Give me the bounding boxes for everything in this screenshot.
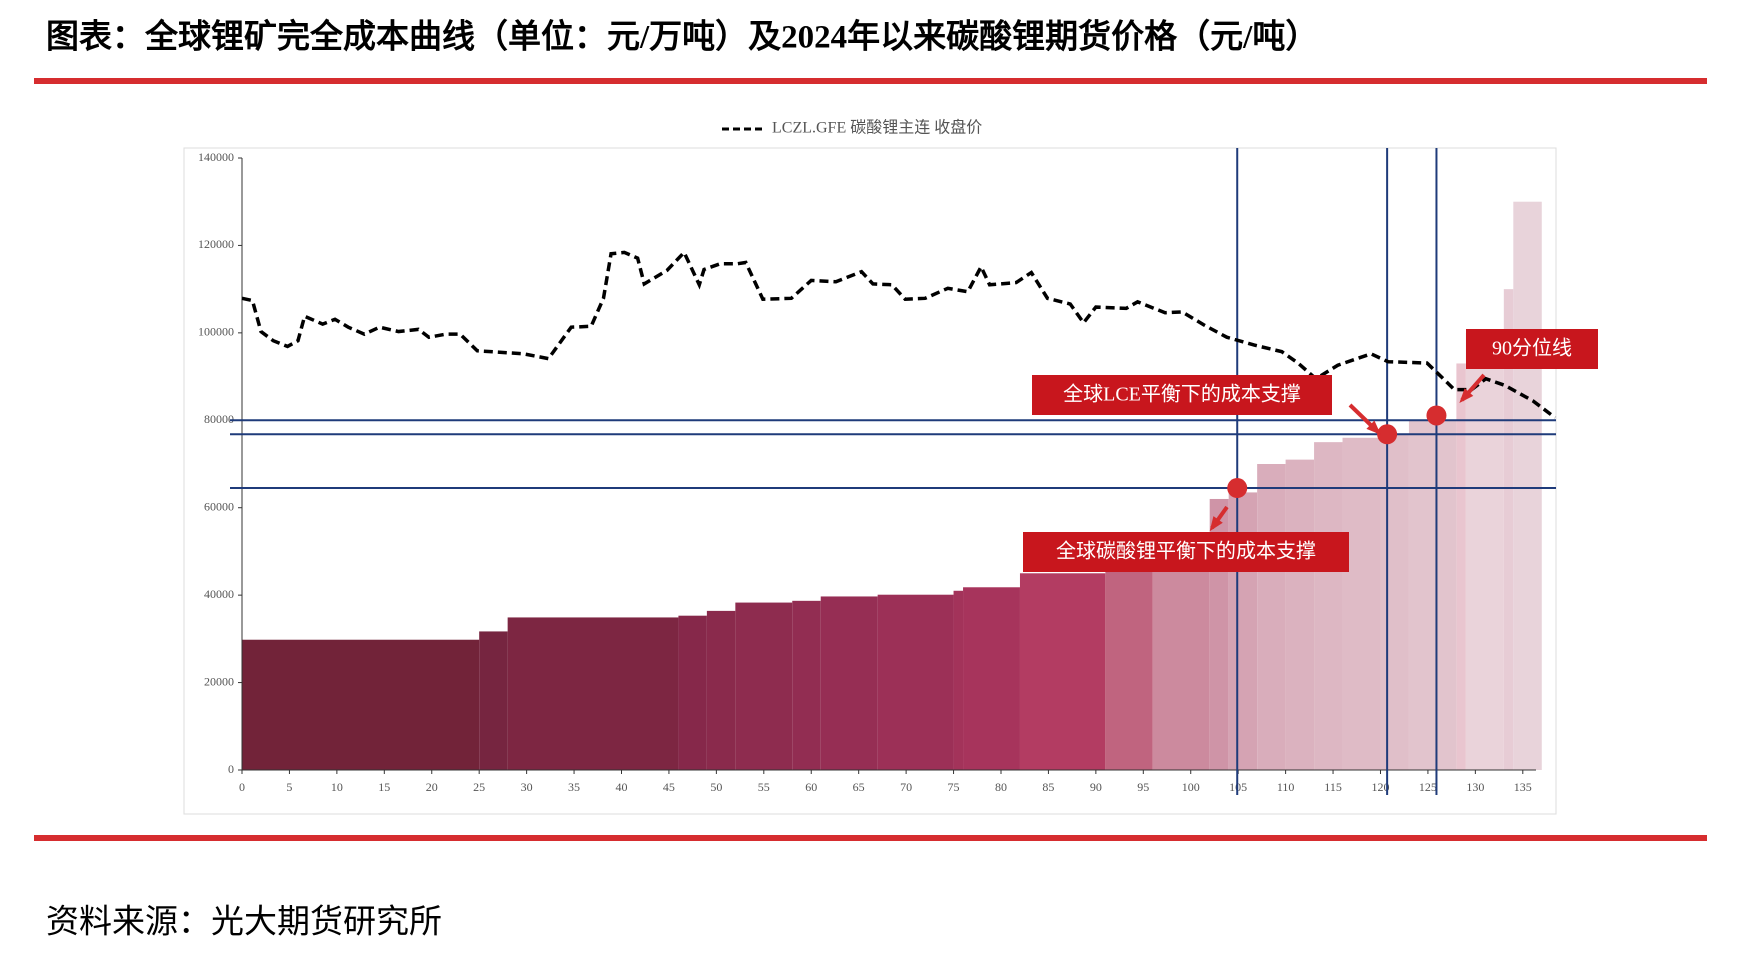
- cost-bar: [1105, 568, 1153, 770]
- y-tick-label: 40000: [204, 587, 234, 601]
- bottom-rule: [34, 835, 1707, 841]
- x-tick-label: 35: [568, 780, 580, 794]
- x-tick-label: 85: [1042, 780, 1054, 794]
- cost-bar: [706, 610, 736, 770]
- cost-bar: [1408, 420, 1457, 770]
- x-tick-label: 65: [853, 780, 865, 794]
- cost-bar: [953, 590, 964, 770]
- x-tick-label: 0: [239, 780, 245, 794]
- y-tick-label: 120000: [198, 237, 234, 251]
- x-tick-label: 25: [473, 780, 485, 794]
- cost-bar: [1513, 201, 1542, 770]
- x-tick-label: 75: [948, 780, 960, 794]
- x-tick-label: 80: [995, 780, 1007, 794]
- x-tick-label: 20: [426, 780, 438, 794]
- y-tick-label: 20000: [204, 674, 234, 688]
- x-tick-label: 40: [615, 780, 627, 794]
- cost-bar: [792, 600, 821, 770]
- x-tick-label: 125: [1419, 780, 1437, 794]
- y-tick-label: 0: [228, 762, 234, 776]
- x-tick-label: 135: [1514, 780, 1532, 794]
- cost-bar: [1257, 464, 1286, 770]
- cost-bar: [735, 602, 793, 770]
- x-tick-label: 115: [1324, 780, 1342, 794]
- cost-bar: [1285, 459, 1315, 770]
- price-line: [241, 249, 1557, 420]
- cost-bar: [507, 617, 679, 770]
- cost-bar: [1456, 363, 1466, 770]
- x-tick-label: 30: [521, 780, 533, 794]
- plot: 0 20000 40000 60000 80000 100000 120000 140000 0…: [198, 118, 1598, 795]
- x-tick-label: 110: [1277, 780, 1295, 794]
- top-rule: [34, 78, 1707, 84]
- source: 资料来源：光大期货研究所: [46, 904, 442, 941]
- x-tick-label: 130: [1466, 780, 1484, 794]
- marker: [1426, 405, 1447, 426]
- x-tick-label: 55: [758, 780, 770, 794]
- cost-bar: [1152, 564, 1210, 770]
- cost-bar: [1503, 289, 1514, 770]
- x-tick-label: 100: [1182, 780, 1200, 794]
- x-tick-label: 50: [710, 780, 722, 794]
- annotation-text: 90分位线: [1492, 337, 1572, 360]
- x-tick-label: 95: [1137, 780, 1149, 794]
- x-tick-label: 10: [331, 780, 343, 794]
- y-tick-label: 80000: [204, 412, 234, 426]
- x-tick-label: 15: [378, 780, 390, 794]
- page-title: 图表：全球锂矿完全成本曲线（单位：元/万吨）及2024年以来碳酸锂期货价格（元/…: [46, 18, 1318, 56]
- x-tick-label: 70: [900, 780, 912, 794]
- annotation-text: 全球碳酸锂平衡下的成本支撑: [1056, 540, 1316, 563]
- cost-bar: [877, 594, 954, 770]
- x-tick-label: 5: [286, 780, 292, 794]
- cost-bar: [1465, 332, 1504, 770]
- cost-bar: [479, 631, 508, 770]
- x-tick-label: 45: [663, 780, 675, 794]
- x-tick-label: 90: [1090, 780, 1102, 794]
- cost-bar: [242, 639, 480, 770]
- cost-bar: [1314, 442, 1343, 770]
- cost-bar: [1019, 573, 1106, 770]
- annotation-text: 全球LCE平衡下的成本支撑: [1063, 383, 1301, 406]
- x-tick-label: 60: [805, 780, 817, 794]
- y-tick-label: 140000: [198, 150, 234, 164]
- y-tick-label: 100000: [198, 325, 234, 339]
- cost-bar: [1342, 437, 1381, 770]
- marker: [1377, 424, 1398, 445]
- annotation-box: [1466, 329, 1598, 369]
- annotation-arrowhead: [1209, 516, 1223, 532]
- annotation-box: [1023, 532, 1349, 572]
- cost-bar: [820, 596, 878, 770]
- legend-label: LCZL.GFE 碳酸锂主连 收盘价: [772, 118, 982, 137]
- cost-bar: [678, 615, 707, 770]
- y-tick-label: 60000: [204, 499, 234, 513]
- cost-bar: [1380, 433, 1409, 770]
- x-tick-label: 120: [1371, 780, 1389, 794]
- annotation-arrowhead: [1459, 388, 1474, 404]
- cost-bar: [963, 587, 1020, 770]
- marker: [1227, 478, 1248, 499]
- annotation-box: [1032, 375, 1332, 415]
- annotation-arrowhead: [1366, 420, 1381, 435]
